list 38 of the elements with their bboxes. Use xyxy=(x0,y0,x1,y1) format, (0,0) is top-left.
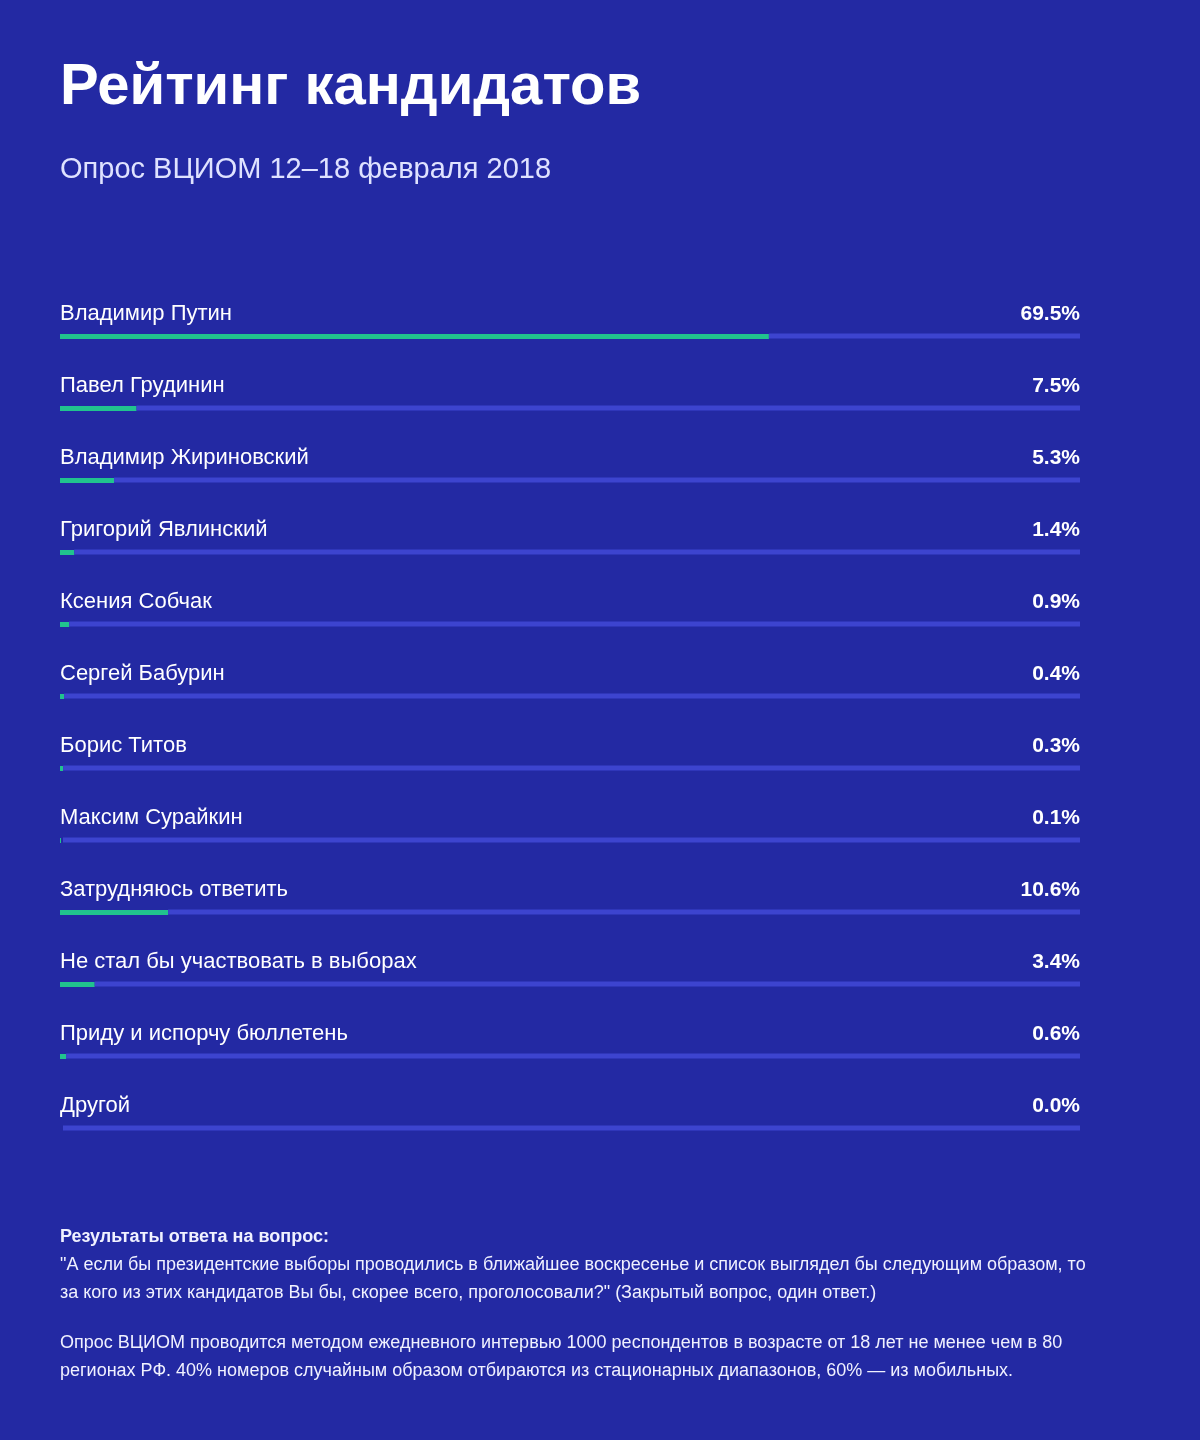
text: Результаты ответа на вопрос: xyxy=(60,1225,330,1248)
data-label: 5.3% xyxy=(1032,445,1081,468)
y-tick-label: Затрудняюсь ответить xyxy=(60,876,289,901)
y-tick-label: Не стал бы участвовать в выборах xyxy=(60,948,417,973)
bar xyxy=(60,478,115,483)
y-tick-label: Приду и испорчу бюллетень xyxy=(60,1020,348,1045)
y-tick-label: Ксения Собчак xyxy=(60,588,213,613)
text: "А если бы президентские выборы проводились в ближайшее воскресенье и список выглядел бы следующим образом, то за кого из этих кандидатов Вы бы, скорее всего, проголосовали?" (Закрытый вопрос, один ответ.) xyxy=(60,1253,1087,1304)
bar xyxy=(60,406,137,411)
y-tick-label: Григорий Явлинский xyxy=(60,516,268,541)
bar xyxy=(60,550,75,555)
text: Опрос ВЦИОМ проводится методом ежедневного интервью 1000 респондентов в возрасте от 18 лет не менее чем в 80 регионах РФ. 40% номеров случайным образом отбираются из стационарных диапазонов, 60% — из мобильных. xyxy=(60,1331,1064,1382)
y-tick-label: Павел Грудинин xyxy=(60,372,225,397)
data-label: 0.6% xyxy=(1032,1021,1081,1044)
data-label: 7.5% xyxy=(1032,373,1081,396)
data-label: 69.5% xyxy=(1020,301,1081,324)
data-label: 1.4% xyxy=(1032,517,1081,540)
data-label: 10.6% xyxy=(1020,877,1081,900)
data-label: 0.1% xyxy=(1032,805,1081,828)
y-tick-label: Борис Титов xyxy=(60,732,187,757)
bar xyxy=(60,622,70,627)
data-label: 0.4% xyxy=(1032,661,1081,684)
data-label: 3.4% xyxy=(1032,949,1081,972)
bar xyxy=(60,910,169,915)
y-tick-label: Другой xyxy=(60,1092,130,1117)
chart-title: Рейтинг кандидатов xyxy=(60,50,642,117)
bar xyxy=(60,694,65,699)
y-tick-label: Максим Сурайкин xyxy=(60,804,243,829)
bar xyxy=(60,766,64,771)
bar xyxy=(60,982,95,987)
bar xyxy=(60,1054,67,1059)
data-label: 0.3% xyxy=(1032,733,1081,756)
data-label: 0.0% xyxy=(1032,1093,1081,1116)
chart-subtitle: Опрос ВЦИОМ 12–18 февраля 2018 xyxy=(60,152,552,185)
y-tick-label: Владимир Жириновский xyxy=(60,444,309,469)
y-tick-label: Владимир Путин xyxy=(60,300,232,325)
data-label: 0.9% xyxy=(1032,589,1081,612)
y-tick-label: Сергей Бабурин xyxy=(60,660,225,685)
